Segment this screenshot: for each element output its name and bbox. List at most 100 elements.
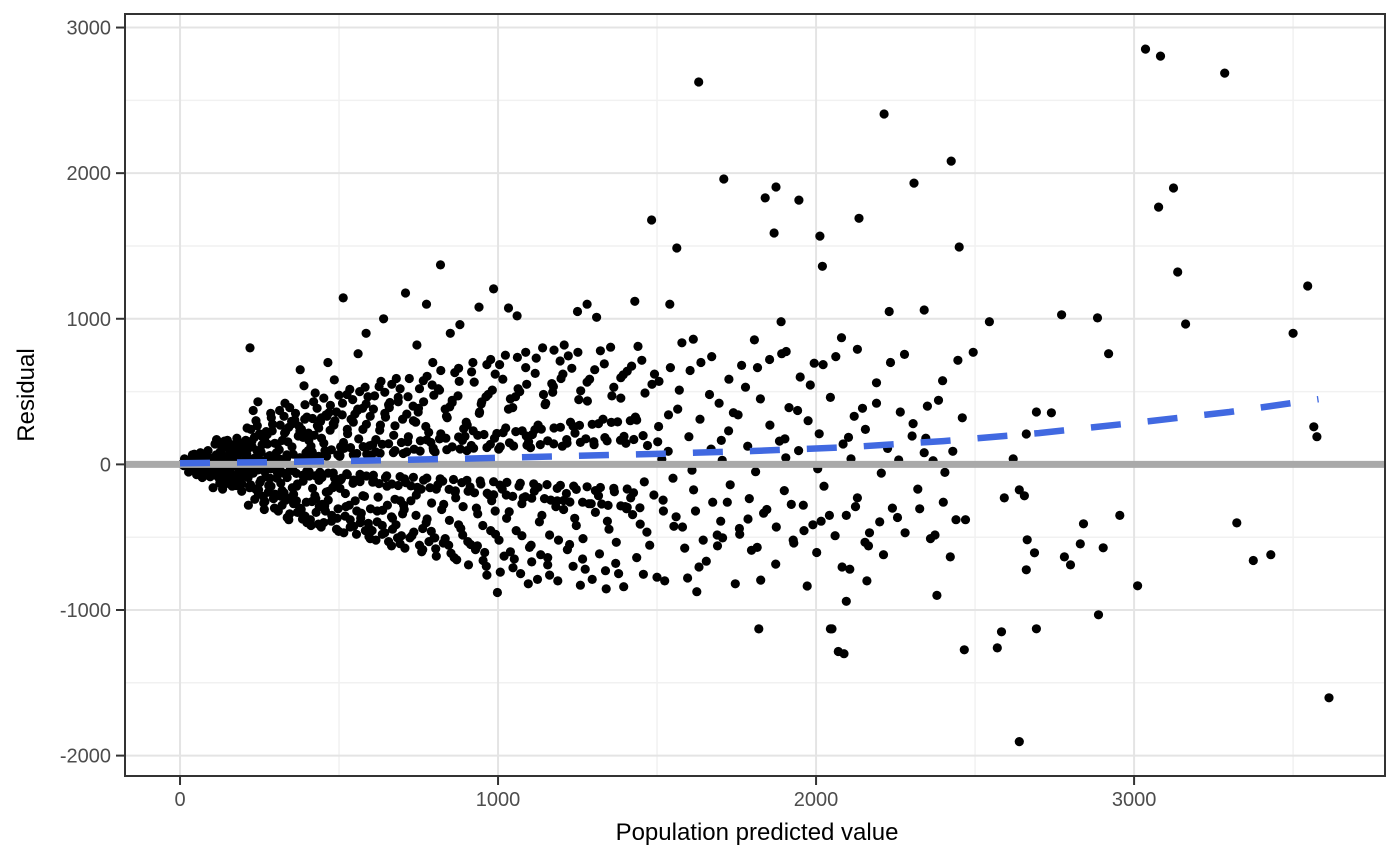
data-point xyxy=(762,504,772,515)
data-point xyxy=(602,516,613,526)
data-point xyxy=(421,421,431,432)
data-point xyxy=(490,369,500,379)
data-point xyxy=(292,507,302,517)
data-point xyxy=(984,317,995,327)
data-point xyxy=(483,389,493,400)
data-point xyxy=(505,547,515,557)
data-point xyxy=(925,534,936,544)
data-point xyxy=(468,357,478,368)
data-point xyxy=(310,388,320,398)
data-point xyxy=(350,496,360,506)
data-point xyxy=(513,384,523,394)
data-point xyxy=(814,429,824,439)
data-point xyxy=(626,493,636,503)
data-point xyxy=(593,491,604,501)
data-point xyxy=(467,367,477,377)
data-point xyxy=(399,504,409,515)
data-point xyxy=(275,420,285,430)
data-point xyxy=(489,433,500,443)
data-point xyxy=(819,481,829,491)
data-point xyxy=(454,376,464,386)
data-point xyxy=(452,555,462,565)
data-point xyxy=(945,552,955,562)
data-point xyxy=(475,476,485,486)
data-point xyxy=(486,526,496,536)
data-point xyxy=(752,542,762,553)
data-point xyxy=(396,531,406,541)
data-point xyxy=(335,451,345,461)
data-point xyxy=(337,473,347,483)
data-point xyxy=(622,484,632,494)
data-point xyxy=(382,471,392,481)
data-point xyxy=(355,477,365,487)
data-point xyxy=(575,580,586,590)
data-point xyxy=(825,624,836,634)
data-point xyxy=(795,372,805,382)
data-point xyxy=(282,472,292,483)
data-point xyxy=(241,435,251,445)
y-tick-label: -2000 xyxy=(60,746,111,768)
data-point xyxy=(428,357,438,368)
data-point xyxy=(628,509,638,520)
data-point xyxy=(665,363,676,373)
data-point xyxy=(307,496,317,507)
data-point xyxy=(999,493,1009,503)
data-point xyxy=(442,445,452,455)
data-point xyxy=(809,358,819,368)
data-point xyxy=(351,529,362,539)
data-point xyxy=(658,506,669,516)
data-point xyxy=(1266,550,1276,560)
data-point xyxy=(559,504,569,515)
data-point xyxy=(607,391,617,401)
data-point xyxy=(953,355,963,365)
data-point xyxy=(794,195,804,205)
data-point xyxy=(694,77,704,87)
data-point xyxy=(380,412,391,422)
data-point xyxy=(599,359,609,369)
data-point xyxy=(606,342,616,352)
data-point xyxy=(489,477,499,487)
data-point xyxy=(548,387,558,397)
data-point xyxy=(248,405,258,416)
data-point xyxy=(690,506,701,516)
data-point xyxy=(354,434,364,444)
data-point xyxy=(735,529,745,539)
data-point xyxy=(458,530,468,540)
data-point xyxy=(1324,693,1334,703)
data-point xyxy=(261,427,271,437)
data-point xyxy=(336,442,346,452)
data-point xyxy=(427,498,437,508)
data-point xyxy=(264,480,274,491)
data-point xyxy=(345,384,355,394)
data-point xyxy=(369,475,379,485)
data-point xyxy=(454,363,464,373)
data-point xyxy=(348,478,358,488)
trend-line xyxy=(179,395,1319,467)
data-point xyxy=(633,341,643,351)
data-point xyxy=(422,514,432,524)
data-point xyxy=(752,363,763,373)
data-point xyxy=(621,504,632,514)
data-point xyxy=(938,497,948,507)
data-point xyxy=(431,551,441,561)
data-point xyxy=(256,447,266,457)
data-point xyxy=(740,382,751,392)
data-point xyxy=(328,468,338,478)
x-axis-title: Population predicted value xyxy=(615,819,899,846)
data-point xyxy=(547,379,557,389)
data-point xyxy=(482,442,492,453)
data-point xyxy=(716,516,726,526)
data-point xyxy=(389,430,399,440)
data-point xyxy=(501,423,511,433)
data-point xyxy=(498,374,508,384)
data-point xyxy=(653,437,663,447)
data-point xyxy=(375,425,385,435)
data-point xyxy=(862,576,872,586)
data-point xyxy=(533,420,543,430)
data-point xyxy=(922,401,933,411)
data-point xyxy=(226,480,236,490)
y-axis-title: Residual xyxy=(13,348,40,442)
data-point xyxy=(480,547,490,558)
data-point xyxy=(349,521,359,531)
data-point xyxy=(254,485,264,495)
